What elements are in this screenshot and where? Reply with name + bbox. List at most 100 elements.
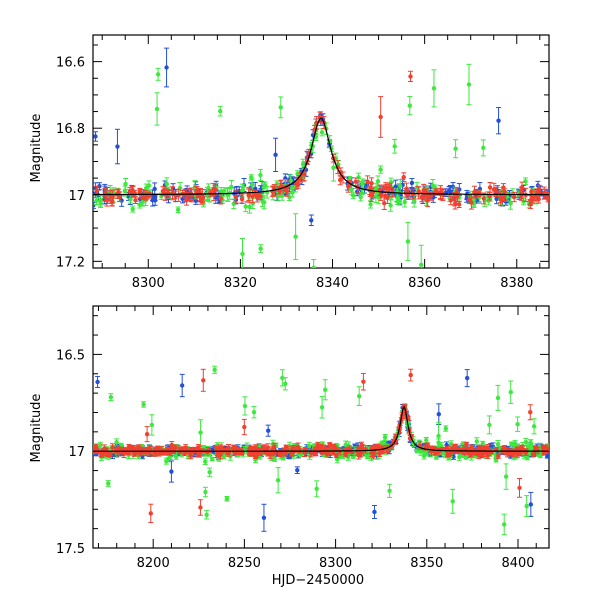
data-point [407,103,412,108]
data-point [414,448,420,454]
data-point [169,469,174,474]
data-point [395,195,400,200]
data-point [530,196,535,202]
data-point [207,469,212,475]
x-tick-label: 8320 [224,276,257,291]
data-point [287,195,292,200]
data-point [95,379,100,385]
data-point [309,218,314,223]
data-point [524,503,529,509]
data-point [184,192,189,198]
data-point [498,197,504,202]
data-point [529,189,534,194]
data-point [239,196,245,202]
data-point [93,134,98,139]
data-point [365,179,370,185]
data-point [450,499,455,504]
data-point [295,467,300,473]
data-point [233,308,237,312]
data-point [250,194,255,199]
data-point [115,144,120,149]
data-point [372,509,377,515]
data-point [231,201,237,207]
data-point [346,184,351,189]
data-point [457,454,462,460]
data-point [433,189,438,194]
data-point [206,185,211,191]
data-point [283,381,288,386]
data-point [137,189,143,194]
data-point [293,234,298,239]
data-point [456,202,462,207]
data-point [487,185,493,190]
data-point [149,422,155,428]
data-point [387,488,392,494]
data-point [492,291,496,295]
data-point [327,443,333,448]
data-point [93,203,96,208]
data-point [258,172,263,178]
y-tick-label: 16.8 [56,122,85,137]
data-point [401,174,406,180]
data-point [468,313,472,317]
data-point [108,394,114,400]
data-point [438,189,443,195]
bottom-panel: 8200 8250 8300 8350 8400 16.5 17 17.5 [56,305,550,571]
data-point [436,411,442,417]
data-point [368,202,373,207]
data-point [261,515,267,521]
data-point [322,387,328,392]
data-point [211,187,216,192]
data-point [137,202,142,208]
x-tick-label: 8350 [410,556,443,571]
data-point [431,86,437,91]
data-point [152,198,158,203]
data-point [382,435,388,440]
data-point [154,106,160,112]
data-point [198,192,203,197]
data-point [259,296,263,300]
data-point [475,191,480,196]
data-point [501,185,506,190]
data-point [387,185,392,190]
data-point [452,197,457,202]
data-point [265,428,271,433]
data-point [358,194,363,200]
data-point [418,449,423,454]
data-point [360,179,365,185]
data-point [293,181,299,186]
data-point [262,182,268,188]
data-point [224,496,230,501]
data-point [487,193,492,199]
data-point [503,474,509,479]
data-point [94,198,99,204]
data-point [434,455,439,460]
y-tick-label: 17 [68,189,85,204]
data-point [218,189,224,194]
x-tick-label: 8380 [500,276,533,291]
data-point [496,453,501,459]
data-point [531,452,536,457]
data-point [288,178,293,183]
plot-frame [92,34,550,269]
data-point [528,444,534,450]
y-tick-label: 16.6 [56,56,85,71]
data-point [509,441,514,447]
data-point [495,441,501,447]
data-point [204,512,209,517]
x-tick-label: 8340 [316,276,349,291]
data-point [251,409,257,415]
data-point [519,185,525,190]
data-point [122,188,128,194]
data-point [319,405,325,410]
model-curve [93,117,549,196]
data-point [273,152,278,158]
data-point [487,422,492,428]
data-point [334,457,340,462]
data-point [496,118,501,123]
data-point [240,184,246,190]
data-point [368,193,374,198]
data-point [160,189,166,194]
data-point [365,454,370,460]
